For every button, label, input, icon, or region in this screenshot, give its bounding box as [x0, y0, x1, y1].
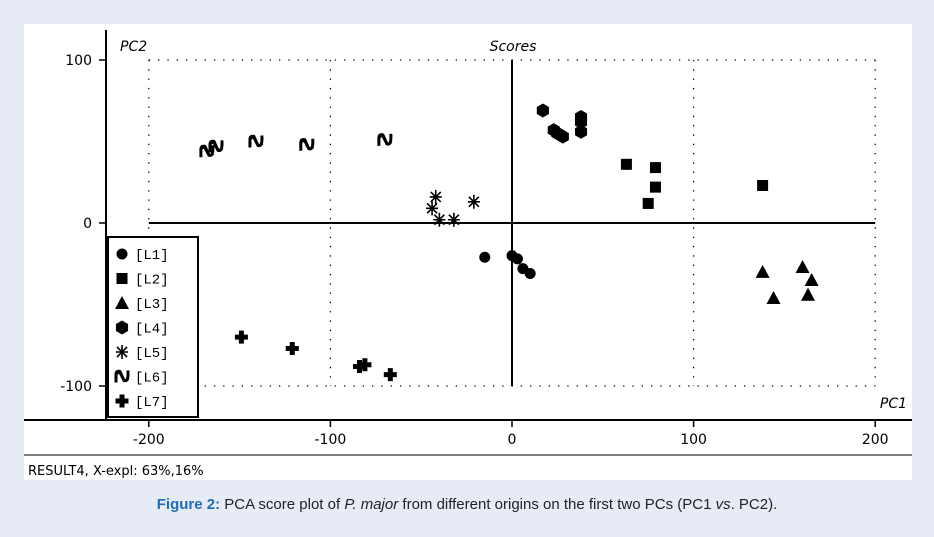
data-point-L4 — [574, 124, 588, 139]
figure-caption: Figure 2: PCA score plot of P. major fro… — [0, 496, 934, 513]
data-point-L7 — [285, 342, 299, 356]
chart-title: Scores — [490, 39, 537, 55]
axes — [24, 30, 912, 456]
data-points — [199, 103, 819, 382]
legend-marker-L1 — [116, 248, 128, 260]
data-point-L3 — [755, 264, 770, 278]
legend-marker-L3 — [115, 296, 129, 309]
y-tick-label: -100 — [60, 379, 92, 395]
caption-species: P. major — [344, 496, 399, 513]
data-point-L3 — [804, 273, 819, 287]
legend-label-L1: [L1] — [135, 248, 169, 264]
legend-marker-L6 — [114, 369, 130, 383]
data-point-L4 — [536, 103, 549, 118]
data-point-L6 — [208, 139, 224, 153]
data-point-L2 — [620, 158, 632, 170]
data-point-L3 — [795, 260, 810, 274]
data-point-L6 — [248, 134, 264, 148]
data-point-L6 — [377, 133, 393, 146]
data-point-L5 — [433, 212, 446, 227]
data-point-L4 — [556, 129, 569, 144]
legend-label-L4: [L4] — [135, 322, 169, 338]
x-tick-label: 200 — [862, 432, 889, 448]
data-point-L7 — [358, 358, 372, 372]
y-axis-label: PC2 — [120, 39, 147, 55]
x-tick-label: 0 — [508, 432, 517, 448]
data-point-L1 — [524, 268, 536, 280]
data-point-L7 — [383, 368, 397, 382]
legend-label-L5: [L5] — [135, 346, 169, 362]
result-footer: RESULT4, X-expl: 63%,16% — [28, 464, 204, 479]
caption-text-3: . PC2). — [730, 496, 778, 513]
plot-panel: -200 -100 0 100 200 100 0 -100 [L1] [L2] [L3] [L4]… — [24, 24, 912, 480]
caption-text-2: from different origins on the first two … — [398, 496, 716, 513]
data-point-L1 — [511, 253, 523, 265]
tick-labels: -200 -100 0 100 200 100 0 -100 — [60, 53, 888, 448]
data-point-L4 — [574, 114, 588, 129]
x-tick-label: -100 — [315, 432, 347, 448]
legend-marker-L7 — [115, 394, 129, 408]
caption-text-1: PCA score plot of — [220, 496, 345, 513]
data-point-L7 — [234, 330, 248, 344]
data-point-L2 — [642, 197, 654, 209]
data-point-L6 — [199, 144, 215, 158]
legend-label-L3: [L3] — [135, 297, 169, 313]
pca-score-plot: -200 -100 0 100 200 100 0 -100 [L1] [L2] [L3] [L4]… — [24, 30, 912, 479]
data-point-L5 — [447, 212, 460, 227]
data-point-L5 — [467, 194, 480, 209]
data-point-L5 — [426, 201, 439, 216]
caption-vs: vs — [715, 496, 731, 513]
caption-label: Figure 2: — [156, 496, 221, 513]
data-point-L6 — [299, 138, 315, 151]
data-point-L5 — [429, 189, 442, 204]
legend-marker-L5 — [116, 345, 128, 359]
legend: [L1] [L2] [L3] [L4] [L5] [L6] [L7] — [107, 236, 199, 418]
legend-marker-L2 — [116, 273, 128, 284]
x-axis-label: PC1 — [880, 396, 907, 412]
legend-label-L6: [L6] — [135, 371, 169, 387]
data-point-L2 — [649, 181, 661, 193]
x-tick-label: -200 — [133, 432, 165, 448]
legend-marker-L4 — [115, 320, 129, 335]
x-tick-label: 100 — [680, 432, 707, 448]
data-point-L3 — [766, 290, 781, 304]
legend-label-L2: [L2] — [135, 273, 169, 289]
y-tick-label: 0 — [83, 216, 92, 232]
legend-label-L7: [L7] — [135, 395, 169, 411]
data-point-L2 — [757, 180, 769, 192]
data-point-L3 — [801, 287, 816, 301]
y-tick-label: 100 — [65, 53, 92, 69]
data-point-L1 — [479, 251, 491, 263]
data-point-L2 — [649, 162, 661, 174]
